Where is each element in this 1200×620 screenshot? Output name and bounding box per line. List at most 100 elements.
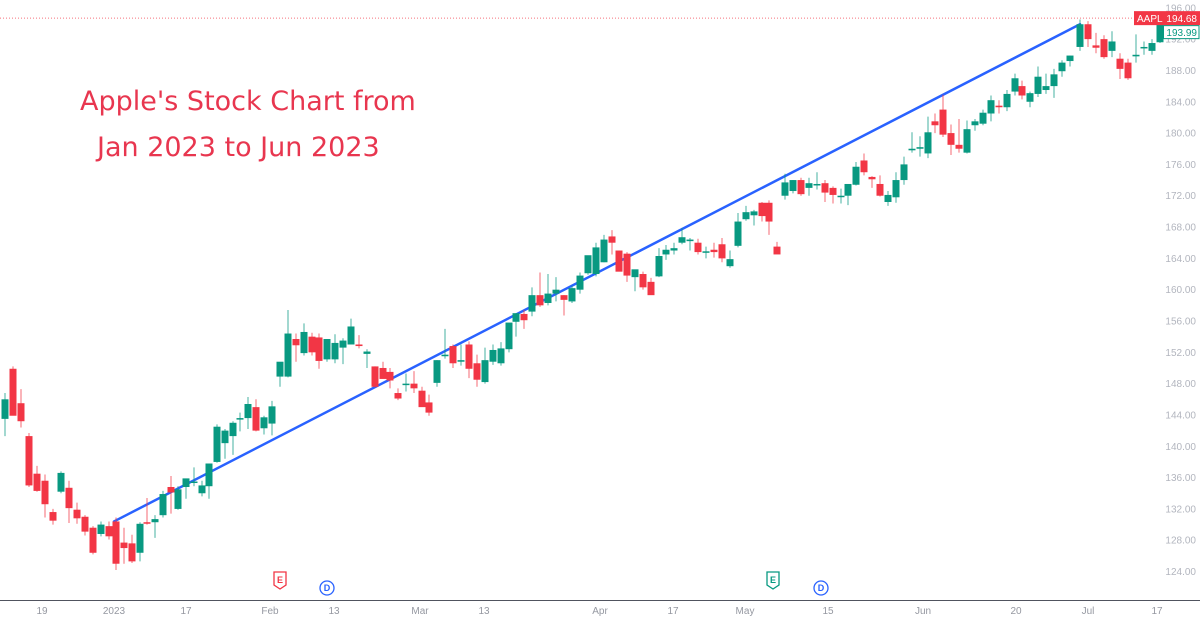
candle (876, 175, 884, 197)
candle (662, 245, 670, 260)
candle (1124, 58, 1132, 80)
candle-body (221, 430, 229, 444)
price-badges: AAPL 194.68 193.99 (1134, 11, 1200, 39)
candle-body (670, 248, 678, 251)
candle-body (576, 275, 584, 290)
earnings-event-icon[interactable]: E (766, 571, 780, 590)
candle (315, 333, 323, 369)
candle-body (128, 543, 136, 562)
candle-body (608, 236, 616, 243)
candle (379, 361, 387, 379)
candle (410, 371, 418, 394)
candle (363, 349, 371, 368)
candle (159, 490, 167, 518)
candle (386, 367, 394, 389)
time-tick-label: 13 (328, 606, 340, 617)
earnings-event-icon[interactable]: E (273, 571, 287, 590)
time-axis[interactable]: 19 2023 17 Feb 13 Mar 13 Apr 17 May 15 Jun 20 Jul 17 (0, 600, 1200, 618)
candle-body (89, 527, 97, 553)
candle (371, 366, 379, 388)
candle-body (805, 183, 813, 188)
symbol-badge: AAPL (1137, 14, 1163, 25)
candle (781, 173, 789, 200)
time-tick-label: 19 (36, 606, 48, 617)
candle (347, 318, 355, 345)
candle-body (229, 422, 237, 437)
candle (457, 344, 465, 366)
time-tick-label: Apr (592, 606, 608, 617)
candle-body (750, 211, 758, 216)
candle-body (73, 509, 81, 519)
candle-body (386, 371, 394, 381)
candle-body (1050, 74, 1058, 87)
candle-body (1084, 24, 1092, 40)
candle-body (892, 180, 900, 198)
candle (734, 212, 742, 248)
candle-body (600, 239, 608, 263)
candle (136, 522, 144, 562)
candle-body (694, 242, 702, 253)
candle-body (449, 346, 457, 364)
candle-body (686, 239, 694, 242)
candle (979, 109, 987, 126)
candle-body (797, 180, 805, 195)
candle (1050, 68, 1058, 98)
candle (292, 333, 300, 362)
candle (512, 313, 520, 337)
candle (89, 526, 97, 555)
candles-layer (1, 19, 1164, 570)
candle (520, 310, 528, 329)
candle (544, 274, 552, 306)
candle (655, 248, 663, 278)
time-tick-label: 15 (822, 606, 834, 617)
candle-body (418, 390, 426, 408)
candle (623, 252, 631, 282)
candle (244, 396, 252, 430)
candle (710, 242, 718, 258)
candle (995, 100, 1003, 114)
candle-body (167, 486, 175, 493)
candle (167, 476, 175, 514)
candle (1003, 90, 1011, 112)
candle-body (592, 247, 600, 275)
candle-body (931, 121, 939, 126)
candle-body (1, 399, 9, 419)
time-tick-label: Jul (1082, 606, 1095, 617)
candle-body (955, 144, 963, 149)
dividend-event-icon[interactable]: D (319, 580, 335, 596)
candle (615, 250, 623, 272)
candle-body (105, 526, 113, 537)
candle (837, 188, 845, 204)
candle-body (151, 519, 159, 523)
candle (686, 238, 694, 251)
time-tick-label: Jun (915, 606, 931, 617)
candle-body (17, 403, 25, 422)
candle-body (544, 293, 552, 303)
candle (813, 172, 821, 190)
candle (81, 515, 89, 536)
candle (465, 341, 473, 379)
candle (425, 394, 433, 416)
price-axis[interactable]: 196.00 192.00 188.00 184.00 180.00 176.00 172.… (1165, 3, 1196, 578)
candle (323, 339, 331, 362)
candle (726, 250, 734, 268)
price-tick-label: 192.00 (1165, 35, 1196, 46)
candle-body (425, 402, 433, 413)
price-tick-label: 196.00 (1165, 3, 1196, 14)
candle (797, 177, 805, 196)
candle-body (900, 164, 908, 181)
candle-body (97, 524, 105, 534)
candle-body (331, 342, 339, 360)
price-tick-label: 124.00 (1165, 567, 1196, 578)
candle-body (143, 522, 151, 524)
candle-body (995, 105, 1003, 108)
candle (41, 474, 49, 518)
candle-body (1003, 93, 1011, 108)
candle-body (536, 295, 544, 306)
candle (694, 238, 702, 255)
candle (57, 471, 65, 494)
candle-body (512, 313, 520, 322)
candle (105, 521, 113, 540)
dividend-event-icon[interactable]: D (813, 580, 829, 596)
